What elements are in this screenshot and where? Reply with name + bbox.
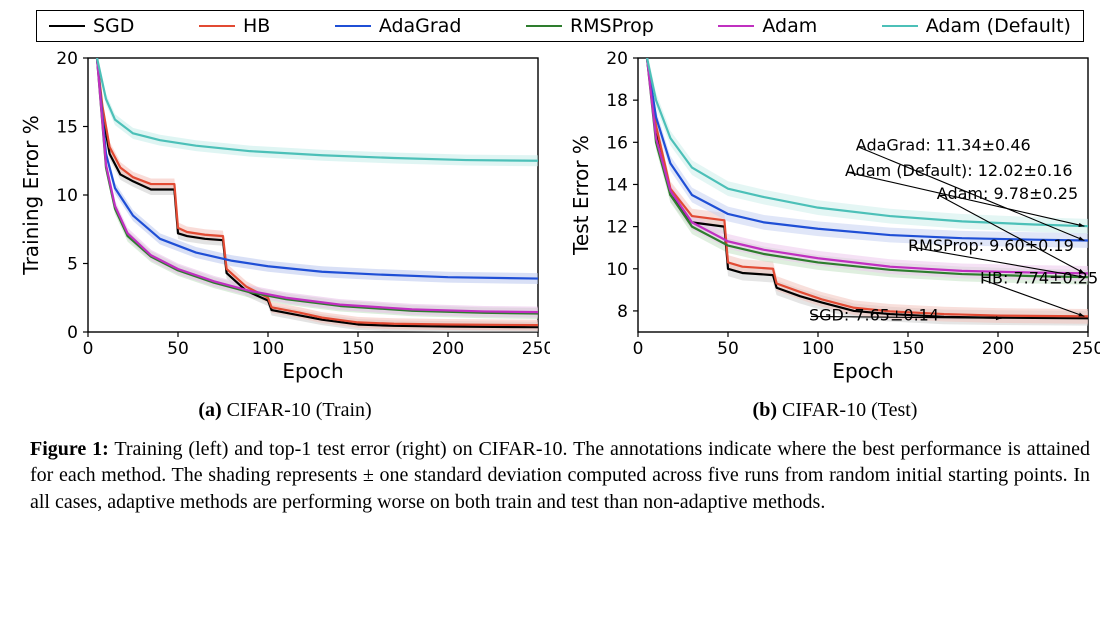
svg-text:100: 100: [252, 339, 284, 359]
chart-b: 0 50 100 150 200 250 8 10 12 14 16 18 20 Epoch Test Er…: [570, 48, 1100, 388]
svg-text:HB: 7.74±0.25: HB: 7.74±0.25: [980, 269, 1098, 288]
chart-a-col: 0 50 100 150 200 250 0 5 10 15 20 Epoch Training Err…: [20, 48, 550, 422]
legend-label: RMSProp: [570, 15, 654, 37]
chart-a: 0 50 100 150 200 250 0 5 10 15 20 Epoch Training Err…: [20, 48, 550, 388]
svg-text:0: 0: [633, 339, 644, 359]
legend-label: Adam (Default): [926, 15, 1071, 37]
svg-text:Training Error %: Training Error %: [20, 115, 43, 275]
svg-text:Epoch: Epoch: [282, 359, 343, 383]
svg-text:Adam: 9.78±0.25: Adam: 9.78±0.25: [937, 184, 1078, 203]
svg-text:150: 150: [342, 339, 374, 359]
figure-caption-text: Training (left) and top-1 test error (ri…: [30, 438, 1090, 513]
legend-swatch: [49, 25, 85, 28]
svg-text:150: 150: [892, 339, 924, 359]
subcaption-a-label: (a): [198, 399, 221, 421]
svg-text:50: 50: [717, 339, 739, 359]
subcaption-a-text: CIFAR-10 (Train): [227, 399, 372, 421]
legend-item: HB: [199, 15, 270, 37]
svg-text:5: 5: [67, 255, 78, 275]
svg-text:Epoch: Epoch: [832, 359, 893, 383]
svg-text:RMSProp: 9.60±0.19: RMSProp: 9.60±0.19: [908, 236, 1074, 255]
svg-text:12: 12: [606, 218, 628, 238]
legend-swatch: [335, 25, 371, 28]
svg-text:Test Error %: Test Error %: [570, 135, 593, 256]
subcaption-b-label: (b): [753, 399, 777, 421]
legend-swatch: [718, 25, 754, 28]
svg-text:15: 15: [56, 118, 78, 138]
legend-item: Adam: [718, 15, 817, 37]
svg-text:200: 200: [982, 339, 1014, 359]
legend-label: HB: [243, 15, 270, 37]
svg-text:0: 0: [83, 339, 94, 359]
svg-text:Adam (Default): 12.02±0.16: Adam (Default): 12.02±0.16: [845, 161, 1073, 180]
svg-text:10: 10: [56, 186, 78, 206]
subcaption-a: (a) CIFAR-10 (Train): [20, 399, 550, 422]
svg-text:14: 14: [606, 175, 628, 195]
legend-item: RMSProp: [526, 15, 654, 37]
figure-caption: Figure 1: Training (left) and top-1 test…: [30, 436, 1090, 515]
svg-text:50: 50: [167, 339, 189, 359]
svg-text:18: 18: [606, 91, 628, 111]
legend-swatch: [199, 25, 235, 28]
legend-label: AdaGrad: [379, 15, 462, 37]
figure-number: Figure 1:: [30, 438, 109, 460]
svg-text:16: 16: [606, 133, 628, 153]
svg-text:AdaGrad: 11.34±0.46: AdaGrad: 11.34±0.46: [856, 136, 1031, 155]
legend: SGD HB AdaGrad RMSProp Adam Adam (Default): [36, 10, 1084, 42]
legend-item: Adam (Default): [882, 15, 1071, 37]
svg-text:20: 20: [606, 49, 628, 69]
legend-item: SGD: [49, 15, 134, 37]
svg-text:8: 8: [617, 302, 628, 322]
legend-item: AdaGrad: [335, 15, 462, 37]
chart-b-col: 0 50 100 150 200 250 8 10 12 14 16 18 20 Epoch Test Er…: [570, 48, 1100, 422]
legend-swatch: [526, 25, 562, 28]
svg-text:0: 0: [67, 323, 78, 343]
legend-label: Adam: [762, 15, 817, 37]
svg-text:200: 200: [432, 339, 464, 359]
subcaption-b: (b) CIFAR-10 (Test): [570, 399, 1100, 422]
subcaption-b-text: CIFAR-10 (Test): [782, 399, 917, 421]
svg-text:250: 250: [522, 339, 550, 359]
svg-text:20: 20: [56, 49, 78, 69]
svg-text:250: 250: [1072, 339, 1100, 359]
charts-row: 05010015020025005101520EpochTraining Err…: [10, 48, 1110, 422]
svg-text:SGD: 7.65±0.14: SGD: 7.65±0.14: [809, 305, 939, 324]
legend-label: SGD: [93, 15, 134, 37]
legend-swatch: [882, 25, 918, 28]
svg-text:100: 100: [802, 339, 834, 359]
svg-text:10: 10: [606, 260, 628, 280]
